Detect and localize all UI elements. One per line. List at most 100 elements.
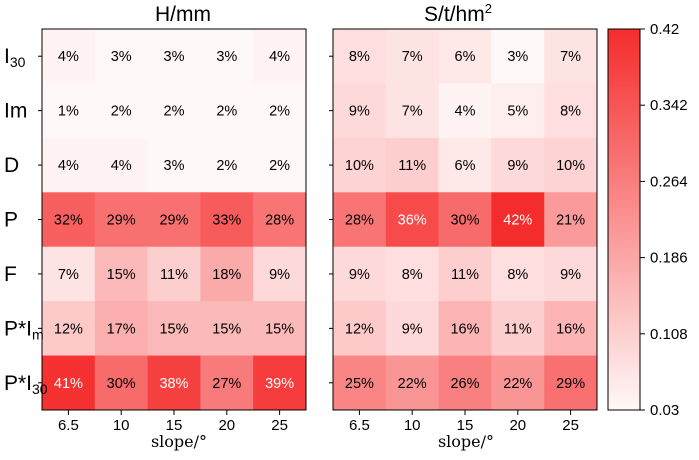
heatmap-cell [253,192,307,248]
heatmap-cell [42,301,96,356]
cell-value-label: 8% [402,267,423,283]
heatmap-cell [94,246,148,302]
panel-title-h: H/mm [155,3,211,26]
heatmap-cell [147,137,201,193]
cell-value-label: 30% [450,213,479,229]
cell-value-label: 39% [265,376,294,392]
row-label-main: P [4,209,18,232]
cell-value-label: 12% [345,321,374,337]
heatmap-cell [544,29,598,84]
heatmap-cell [333,29,387,84]
cell-value-label: 36% [398,213,427,229]
cell-value-label: 11% [504,321,532,337]
heatmap-cell [200,137,254,193]
heatmap-cell [42,83,96,139]
cell-value-label: 41% [54,376,83,392]
x-tick-label: 20 [509,417,526,434]
cell-value-label: 2% [269,104,290,120]
heatmap-cell [333,355,387,411]
row-label-main: P*I [4,317,32,340]
heatmap-cell [491,83,545,139]
cell-value-label: 22% [398,376,427,392]
heatmap-cell [438,192,492,248]
x-tick-label: 20 [218,417,235,434]
row-label: F [4,263,17,286]
cell-value-label: 8% [507,267,528,283]
cell-value-label: 38% [159,376,188,392]
heatmap-cell [42,29,96,84]
heatmap-cell [491,246,545,302]
heatmap-cell [147,355,201,411]
panel-title-s-main: S/t/hm [424,3,485,26]
heatmap-cell [94,137,148,193]
row-label-main: D [4,154,19,177]
x-ticks-h: 6.5 10 15 20 25 [38,55,288,434]
cell-value-label: 9% [269,267,290,283]
heatmap-cell [147,83,201,139]
heatmap-cell [94,301,148,356]
heatmap-cell [544,355,598,411]
x-tick-label: 10 [404,417,421,434]
cell-value-label: 26% [450,376,479,392]
cell-value-label: 3% [111,49,132,65]
panel-title-s: S/t/hm2 [424,1,492,26]
cell-value-label: 28% [345,213,374,229]
panel-s: S/t/hm2 8% 7% 6% 3% 7% 9% 7% 4% 5% 8% 10% 11% 6% 9% 10… [329,1,598,451]
cell-value-label: 9% [349,104,370,120]
colorbar-tick-label: 0.186 [650,250,688,267]
cell-value-label: 16% [556,321,585,337]
cell-value-label: 3% [164,49,185,65]
heatmap-cell [438,355,492,411]
x-tick-label: 25 [562,417,579,434]
heatmap-cell [253,246,307,302]
row-label-sub: m [32,326,44,342]
x-tick-label: 15 [457,417,474,434]
cell-value-label: 29% [556,376,585,392]
heatmap-cell [94,355,148,411]
cell-value-label: 15% [265,321,294,337]
heatmap-cell [438,83,492,139]
cell-value-label: 8% [349,49,370,65]
cell-value-label: 16% [450,321,479,337]
cell-value-label: 25% [345,376,374,392]
heatmap-cell [253,137,307,193]
heatmap-cell [544,137,598,193]
heatmap-cell [491,29,545,84]
heatmap-cell [94,83,148,139]
x-axis-label-s: slope/° [438,432,494,451]
cell-value-label: 11% [160,267,188,283]
cell-value-label: 9% [560,267,581,283]
row-label-main: F [4,263,17,286]
cell-value-label: 7% [402,49,423,65]
colorbar-tick-label: 0.03 [650,402,679,419]
colorbar-ticks: 0.42 0.342 0.264 0.186 0.108 0.03 [640,21,688,419]
heatmap-cell [438,137,492,193]
cell-value-label: 15% [212,321,241,337]
cell-value-label: 2% [269,158,290,174]
heatmap-cell [42,355,96,411]
heatmap-cell [253,83,307,139]
cell-value-label: 2% [216,158,237,174]
x-axis-label-h: slope/° [151,432,207,451]
cell-value-label: 17% [107,321,136,337]
heatmap-cell [253,29,307,84]
cell-value-label: 4% [269,49,290,65]
heatmap-cell [385,246,439,302]
colorbar-tick-label: 0.264 [650,173,688,190]
heatmap-cell [94,192,148,248]
cell-value-label: 7% [402,104,423,120]
heatmap-cell [333,83,387,139]
row-label: I30 [4,45,26,70]
heatmap-cell [491,192,545,248]
heatmap-cell [544,192,598,248]
cell-value-label: 4% [58,49,79,65]
heatmap-cell [200,355,254,411]
heatmap-cell [544,301,598,356]
cell-value-label: 3% [507,49,528,65]
cell-value-label: 30% [107,376,136,392]
cell-value-label: 1% [58,104,79,120]
cell-value-label: 9% [349,267,370,283]
heatmap-cell [42,192,96,248]
cell-value-label: 15% [159,321,188,337]
